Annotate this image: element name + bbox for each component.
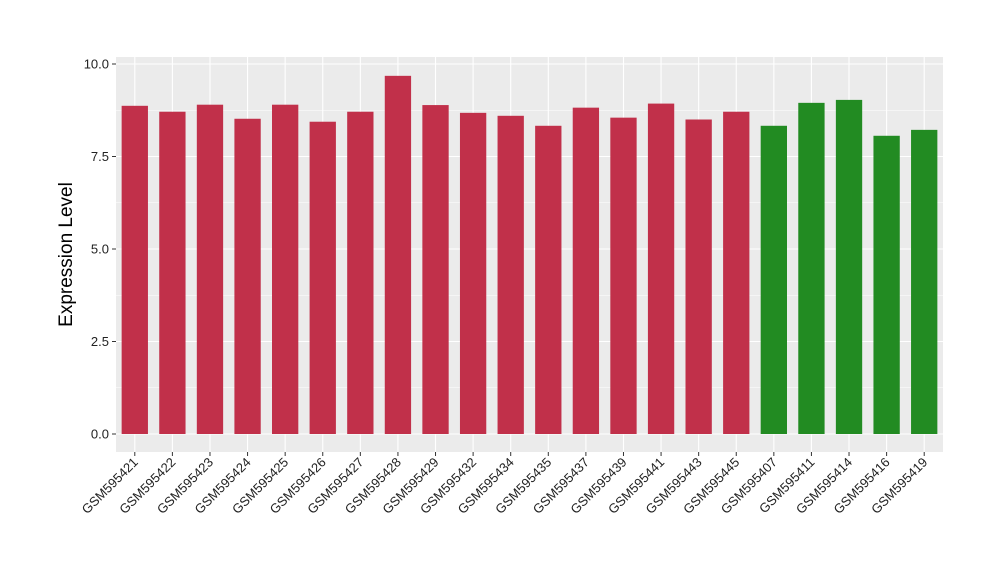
bar-GSM595439 (610, 117, 637, 435)
y-axis-title: Expression Level (56, 182, 77, 327)
bar-GSM595411 (798, 102, 825, 434)
bar-GSM595424 (234, 118, 261, 434)
bar-GSM595434 (497, 115, 524, 435)
y-tick-label: 10.0 (84, 57, 109, 72)
bar-GSM595421 (121, 105, 148, 434)
bar-GSM595432 (459, 112, 487, 434)
bar-GSM595425 (272, 104, 299, 434)
bar-GSM595426 (309, 121, 336, 434)
bar-GSM595414 (835, 99, 863, 434)
bars (121, 75, 938, 435)
bar-GSM595419 (911, 129, 938, 435)
bar-GSM595427 (347, 111, 374, 434)
bar-GSM595443 (685, 119, 712, 434)
bar-GSM595422 (159, 111, 186, 434)
bar-GSM595441 (647, 103, 675, 434)
y-tick-label: 5.0 (91, 242, 109, 257)
bar-GSM595435 (535, 125, 562, 434)
bar-GSM595445 (723, 111, 750, 434)
y-tick-label: 7.5 (91, 149, 109, 164)
y-tick-label: 2.5 (91, 334, 109, 349)
bar-GSM595407 (760, 125, 787, 434)
bar-GSM595416 (873, 135, 900, 434)
bar-GSM595437 (572, 107, 600, 434)
bar-GSM595428 (384, 75, 412, 434)
bar-GSM595429 (422, 105, 449, 434)
y-tick-label: 0.0 (91, 427, 109, 442)
y-axis: 0.0 2.5 5.0 7.5 10.0 (84, 57, 116, 442)
x-axis: GSM595421GSM595422GSM595423GSM595424GSM5… (79, 452, 930, 517)
bar-GSM595423 (196, 104, 224, 434)
